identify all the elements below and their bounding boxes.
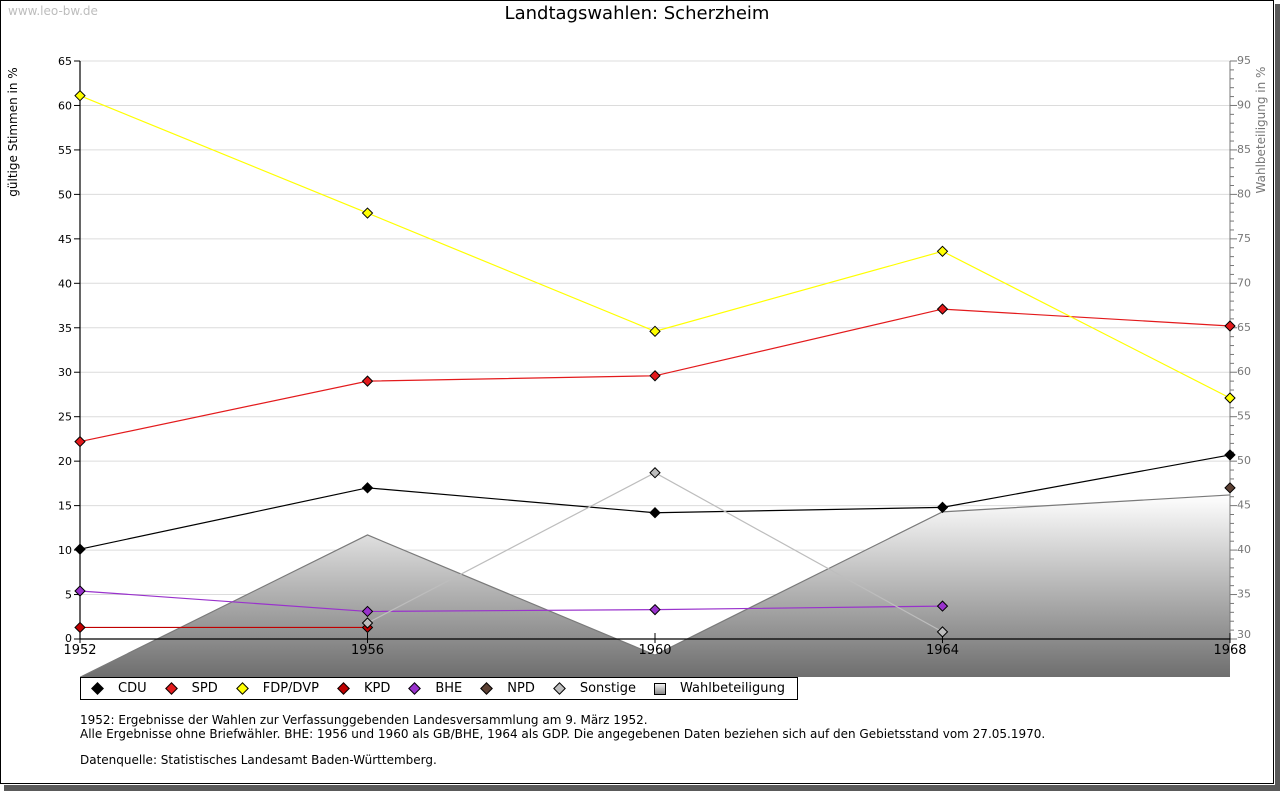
y-tick-label: 20 bbox=[58, 455, 72, 468]
point-npd-1968 bbox=[1224, 482, 1236, 494]
y2-tick-label: 75 bbox=[1237, 232, 1251, 245]
y2-tick-label: 40 bbox=[1237, 543, 1251, 556]
legend-item-bhe: BHE bbox=[408, 681, 462, 696]
y-tick-label: 0 bbox=[65, 632, 72, 645]
legend-marker-icon bbox=[337, 682, 350, 695]
point-cdu-1960 bbox=[649, 507, 661, 519]
point-fdp-dvp-1968 bbox=[1224, 392, 1236, 404]
legend-label: BHE bbox=[435, 681, 463, 696]
legend-marker-icon bbox=[164, 682, 178, 695]
y-tick-label: 5 bbox=[65, 589, 72, 602]
x-tick-label: 1956 bbox=[351, 643, 384, 658]
point-spd-1964 bbox=[936, 303, 949, 315]
x-tick-label: 1960 bbox=[638, 643, 671, 658]
point-cdu-1964 bbox=[936, 501, 949, 514]
point-fdp-dvp-1964 bbox=[936, 245, 949, 258]
y-tick-label: 50 bbox=[58, 188, 72, 201]
legend-label: CDU bbox=[118, 681, 147, 696]
legend: CDU SPD FDP/DVP KPD BHE NPD Sonstige Wahlbeteil… bbox=[80, 677, 799, 700]
legend-label: NPD bbox=[507, 681, 535, 696]
y-tick-label: 35 bbox=[58, 322, 72, 335]
legend-item-fdp-dvp: FDP/DVP bbox=[235, 681, 319, 696]
y-tick-label: 25 bbox=[58, 411, 72, 424]
point-spd-1960 bbox=[649, 370, 661, 382]
legend-marker-icon bbox=[91, 682, 104, 695]
chart-title: Landtagswahlen: Scherzheim bbox=[504, 3, 770, 24]
y-tick-label: 45 bbox=[58, 233, 72, 246]
y2-tick-label: 55 bbox=[1237, 410, 1251, 423]
line-bhe bbox=[79, 590, 943, 613]
line-fdp-dvp bbox=[79, 95, 1231, 399]
point-cdu-1956 bbox=[361, 482, 374, 494]
legend-item-wahlbeteiligung: Wahlbeteiligung bbox=[654, 681, 785, 696]
point-spd-1968 bbox=[1224, 320, 1236, 332]
y-tick-label: 60 bbox=[58, 99, 72, 112]
legend-label: Wahlbeteiligung bbox=[680, 681, 786, 696]
y2-tick-label: 60 bbox=[1237, 365, 1251, 378]
legend-item-cdu: CDU bbox=[91, 681, 147, 696]
point-sonstige-1960 bbox=[649, 467, 661, 479]
legend-item-npd: NPD bbox=[480, 681, 535, 696]
frame-shadow-right bbox=[1275, 4, 1280, 791]
y2-tick-label: 95 bbox=[1237, 54, 1251, 67]
legend-label: SPD bbox=[191, 681, 218, 696]
y2-tick-label: 70 bbox=[1237, 276, 1251, 289]
legend-square-icon bbox=[654, 682, 667, 695]
legend-item-kpd: KPD bbox=[337, 681, 390, 696]
frame-shadow-bottom bbox=[4, 785, 1280, 791]
legend-marker-icon bbox=[480, 682, 494, 695]
data-source: Datenquelle: Statistisches Landesamt Bad… bbox=[80, 753, 437, 767]
y-tick-label: 65 bbox=[58, 55, 72, 68]
legend-marker-icon bbox=[408, 682, 422, 695]
y-tick-label: 30 bbox=[58, 366, 72, 379]
y2-tick-label: 85 bbox=[1237, 143, 1251, 156]
point-fdp-dvp-1952 bbox=[74, 89, 86, 102]
y-tick-label: 15 bbox=[58, 500, 72, 513]
legend-marker-icon bbox=[552, 682, 566, 695]
point-fdp-dvp-1956 bbox=[361, 207, 374, 219]
legend-label: FDP/DVP bbox=[262, 681, 319, 696]
note-general: Alle Ergebnisse ohne Briefwähler. BHE: 1… bbox=[80, 727, 1046, 741]
point-cdu-1968 bbox=[1224, 449, 1236, 461]
point-cdu-1952 bbox=[74, 543, 86, 555]
y-tick-label: 10 bbox=[58, 544, 72, 557]
y2-tick-label: 50 bbox=[1237, 454, 1251, 467]
y2-tick-label: 80 bbox=[1237, 187, 1251, 200]
axes: 0 5 10 15 20 25 30 35 40 45 50 55 60 65 30 35 40 45 50 55 60… bbox=[58, 54, 1251, 658]
turnout-line bbox=[80, 494, 1230, 677]
note-1952: 1952: Ergebnisse der Wahlen zur Verfassu… bbox=[80, 713, 648, 727]
y2-tick-label: 30 bbox=[1237, 628, 1251, 641]
x-tick-label: 1952 bbox=[63, 643, 96, 658]
y2-tick-label: 35 bbox=[1237, 588, 1251, 601]
y2-tick-label: 90 bbox=[1237, 98, 1251, 111]
y2-tick-label: 45 bbox=[1237, 499, 1251, 512]
series-markers bbox=[74, 89, 1236, 638]
y2-tick-label: 65 bbox=[1237, 321, 1251, 334]
point-spd-1952 bbox=[74, 435, 86, 448]
watermark: www.leo-bw.de bbox=[8, 4, 98, 18]
legend-marker-icon bbox=[235, 682, 249, 695]
y-tick-label: 40 bbox=[58, 277, 72, 290]
point-kpd-1952 bbox=[74, 621, 86, 634]
x-tick-label: 1964 bbox=[926, 643, 959, 658]
point-fdp-dvp-1960 bbox=[649, 325, 661, 338]
point-bhe-1960 bbox=[649, 603, 661, 616]
y-tick-label: 55 bbox=[58, 144, 72, 157]
legend-label: KPD bbox=[363, 681, 391, 696]
x-tick-label: 1968 bbox=[1213, 643, 1246, 658]
point-sonstige-1956 bbox=[361, 617, 374, 629]
point-bhe-1956 bbox=[361, 605, 374, 618]
point-spd-1956 bbox=[361, 375, 374, 387]
point-bhe-1964 bbox=[936, 600, 949, 612]
point-bhe-1952 bbox=[74, 585, 86, 597]
legend-label: Sonstige bbox=[579, 681, 637, 696]
legend-item-spd: SPD bbox=[164, 681, 218, 696]
legend-item-sonstige: Sonstige bbox=[552, 681, 637, 696]
point-sonstige-1964 bbox=[936, 626, 949, 638]
